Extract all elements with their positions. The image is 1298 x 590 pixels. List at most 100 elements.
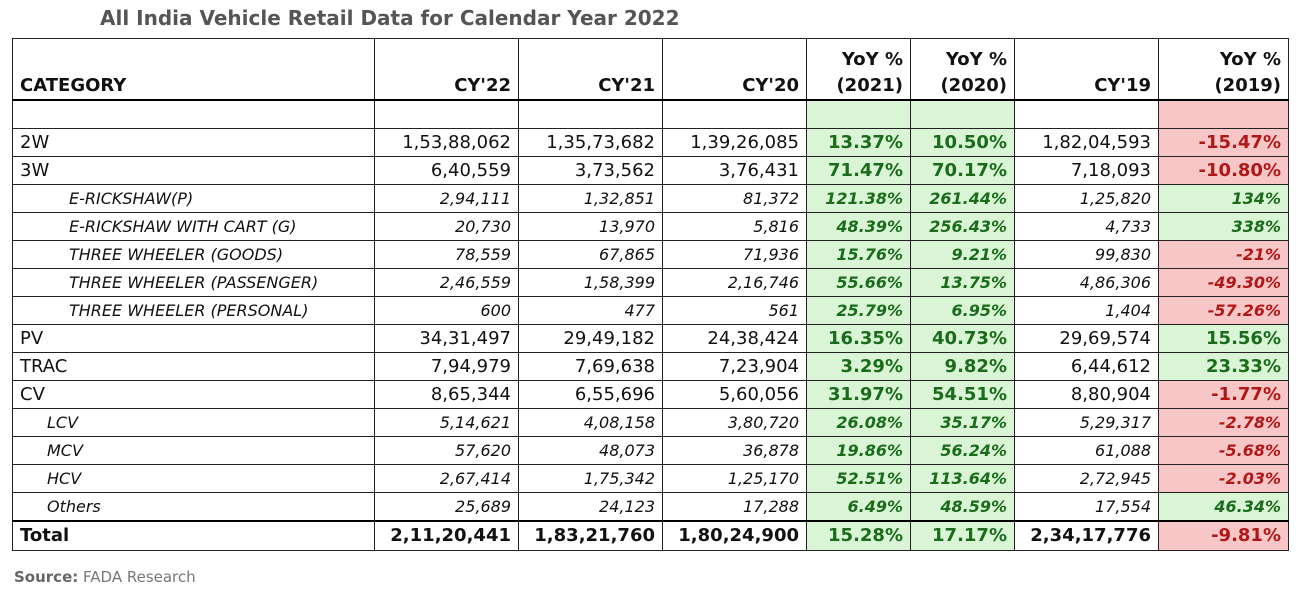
- header-cy21: CY'21: [518, 38, 663, 101]
- cell-yoy2021: 3.29%: [806, 352, 911, 381]
- cell-category: HCV: [12, 464, 375, 493]
- cell-cy22: 2,11,20,441: [374, 520, 519, 551]
- cell-cy22: 34,31,497: [374, 324, 519, 353]
- cell-yoy2019: -2.78%: [1158, 408, 1289, 437]
- cell-yoy2019: 23.33%: [1158, 352, 1289, 381]
- cell-yoy2019: -15.47%: [1158, 128, 1289, 157]
- cell-category: PV: [12, 324, 375, 353]
- cell-yoy2020: 113.64%: [910, 464, 1015, 493]
- table-row: LCV 5,14,621 4,08,158 3,80,720 26.08% 35.17% 5…: [12, 408, 1289, 437]
- cell-cy20: 3,80,720: [662, 408, 807, 437]
- cell-yoy2020: 48.59%: [910, 492, 1015, 522]
- vehicle-retail-table: CATEGORY CY'22 CY'21 CY'20 YoY % (2021) Y…: [12, 38, 1289, 551]
- cell-cy20: 561: [662, 296, 807, 325]
- cell-cy20: 24,38,424: [662, 324, 807, 353]
- cell-cy21: 13,970: [518, 212, 663, 241]
- table-row: THREE WHEELER (GOODS) 78,559 67,865 71,936 1…: [12, 240, 1289, 269]
- header-yoy-2021: YoY % (2021): [806, 38, 911, 101]
- header-category: CATEGORY: [12, 38, 375, 101]
- cell-cy19: 99,830: [1014, 240, 1159, 269]
- cell-cy21: 29,49,182: [518, 324, 663, 353]
- cell-cy21: 3,73,562: [518, 156, 663, 185]
- table-row: THREE WHEELER (PASSENGER) 2,46,559 1,58,39…: [12, 268, 1289, 297]
- total-row: Total 2,11,20,441 1,83,21,760 1,80,24,900 15…: [12, 520, 1289, 551]
- cell-yoy2019: -49.30%: [1158, 268, 1289, 297]
- cell-yoy2021: 52.51%: [806, 464, 911, 493]
- cell-cy21: 4,08,158: [518, 408, 663, 437]
- table-body: 2W 1,53,88,062 1,35,73,682 1,39,26,085 13.37…: [12, 99, 1289, 551]
- cell-yoy2020: 35.17%: [910, 408, 1015, 437]
- cell-cy22: 6,40,559: [374, 156, 519, 185]
- cell-cy21: 1,75,342: [518, 464, 663, 493]
- cell-yoy2019: -21%: [1158, 240, 1289, 269]
- cell-yoy2019: -9.81%: [1158, 520, 1289, 551]
- cell-yoy2021: 26.08%: [806, 408, 911, 437]
- cell-yoy2021: 15.76%: [806, 240, 911, 269]
- cell-cy20: 81,372: [662, 184, 807, 213]
- cell-category: TRAC: [12, 352, 375, 381]
- table-row: MCV 57,620 48,073 36,878 19.86% 56.24% 61,088-…: [12, 436, 1289, 465]
- page-title: All India Vehicle Retail Data for Calend…: [100, 6, 680, 30]
- cell-cy21: 67,865: [518, 240, 663, 269]
- cell-cy22: 7,94,979: [374, 352, 519, 381]
- table-row: HCV 2,67,414 1,75,342 1,25,170 52.51% 113.64%…: [12, 464, 1289, 493]
- cell-category: Others: [12, 492, 375, 522]
- cell-category: E-RICKSHAW(P): [12, 184, 375, 213]
- cell-cy19: 4,733: [1014, 212, 1159, 241]
- cell-yoy2019: -57.26%: [1158, 296, 1289, 325]
- cell-cy19: 8,80,904: [1014, 380, 1159, 409]
- table-row: 2W 1,53,88,062 1,35,73,682 1,39,26,085 13.37…: [12, 128, 1289, 157]
- cell-cy22: 25,689: [374, 492, 519, 522]
- cell-cy21: 477: [518, 296, 663, 325]
- cell-yoy2019: 46.34%: [1158, 492, 1289, 522]
- cell-cy19: 1,82,04,593: [1014, 128, 1159, 157]
- cell-cy19: 2,72,945: [1014, 464, 1159, 493]
- table-row: TRAC 7,94,979 7,69,638 7,23,904 3.29% 9.82% 6,…: [12, 352, 1289, 381]
- table-row: E-RICKSHAW(P) 2,94,111 1,32,851 81,372 121.3…: [12, 184, 1289, 213]
- cell-cy20: 7,23,904: [662, 352, 807, 381]
- cell-yoy2019: -2.03%: [1158, 464, 1289, 493]
- cell-yoy2020: 56.24%: [910, 436, 1015, 465]
- cell-cy19: 1,404: [1014, 296, 1159, 325]
- cell-yoy2021: 6.49%: [806, 492, 911, 522]
- table-row: PV 34,31,497 29,49,182 24,38,424 16.35% 40.73…: [12, 324, 1289, 353]
- header-cy22: CY'22: [374, 38, 519, 101]
- cell-cy20: 1,25,170: [662, 464, 807, 493]
- cell-yoy2020: 256.43%: [910, 212, 1015, 241]
- cell-yoy2021: 31.97%: [806, 380, 911, 409]
- cell-cy22: 600: [374, 296, 519, 325]
- cell-category: MCV: [12, 436, 375, 465]
- cell-yoy2020: 17.17%: [910, 520, 1015, 551]
- cell-cy19: 61,088: [1014, 436, 1159, 465]
- cell-cy22: 2,67,414: [374, 464, 519, 493]
- cell-yoy2021: 19.86%: [806, 436, 911, 465]
- cell-yoy2021: 71.47%: [806, 156, 911, 185]
- cell-category: 3W: [12, 156, 375, 185]
- cell-cy22: 57,620: [374, 436, 519, 465]
- cell-cy21: 1,32,851: [518, 184, 663, 213]
- table-row: CV 8,65,344 6,55,696 5,60,056 31.97% 54.51% 8,…: [12, 380, 1289, 409]
- cell-yoy2021: 25.79%: [806, 296, 911, 325]
- cell-cy20: 2,16,746: [662, 268, 807, 297]
- cell-cy21: 6,55,696: [518, 380, 663, 409]
- cell-category: THREE WHEELER (PERSONAL): [12, 296, 375, 325]
- cell-cy19: 17,554: [1014, 492, 1159, 522]
- cell-category: Total: [12, 520, 375, 551]
- cell-cy20: 17,288: [662, 492, 807, 522]
- cell-cy21: 7,69,638: [518, 352, 663, 381]
- cell-yoy2019: -5.68%: [1158, 436, 1289, 465]
- source-note: Source: FADA Research: [14, 568, 196, 586]
- table-header-row: CATEGORY CY'22 CY'21 CY'20 YoY % (2021) Y…: [12, 38, 1289, 101]
- cell-cy20: 1,39,26,085: [662, 128, 807, 157]
- cell-category: CV: [12, 380, 375, 409]
- cell-cy20: 71,936: [662, 240, 807, 269]
- cell-yoy2019: 134%: [1158, 184, 1289, 213]
- cell-cy19: 2,34,17,776: [1014, 520, 1159, 551]
- header-yoy-2020: YoY % (2020): [910, 38, 1015, 101]
- cell-cy22: 8,65,344: [374, 380, 519, 409]
- cell-yoy2021: 121.38%: [806, 184, 911, 213]
- cell-yoy2020: 13.75%: [910, 268, 1015, 297]
- cell-yoy2021: 55.66%: [806, 268, 911, 297]
- table-row: Others 25,689 24,123 17,288 6.49% 48.59% 17,55…: [12, 492, 1289, 522]
- table-row: E-RICKSHAW WITH CART (G) 20,730 13,970 5,81…: [12, 212, 1289, 241]
